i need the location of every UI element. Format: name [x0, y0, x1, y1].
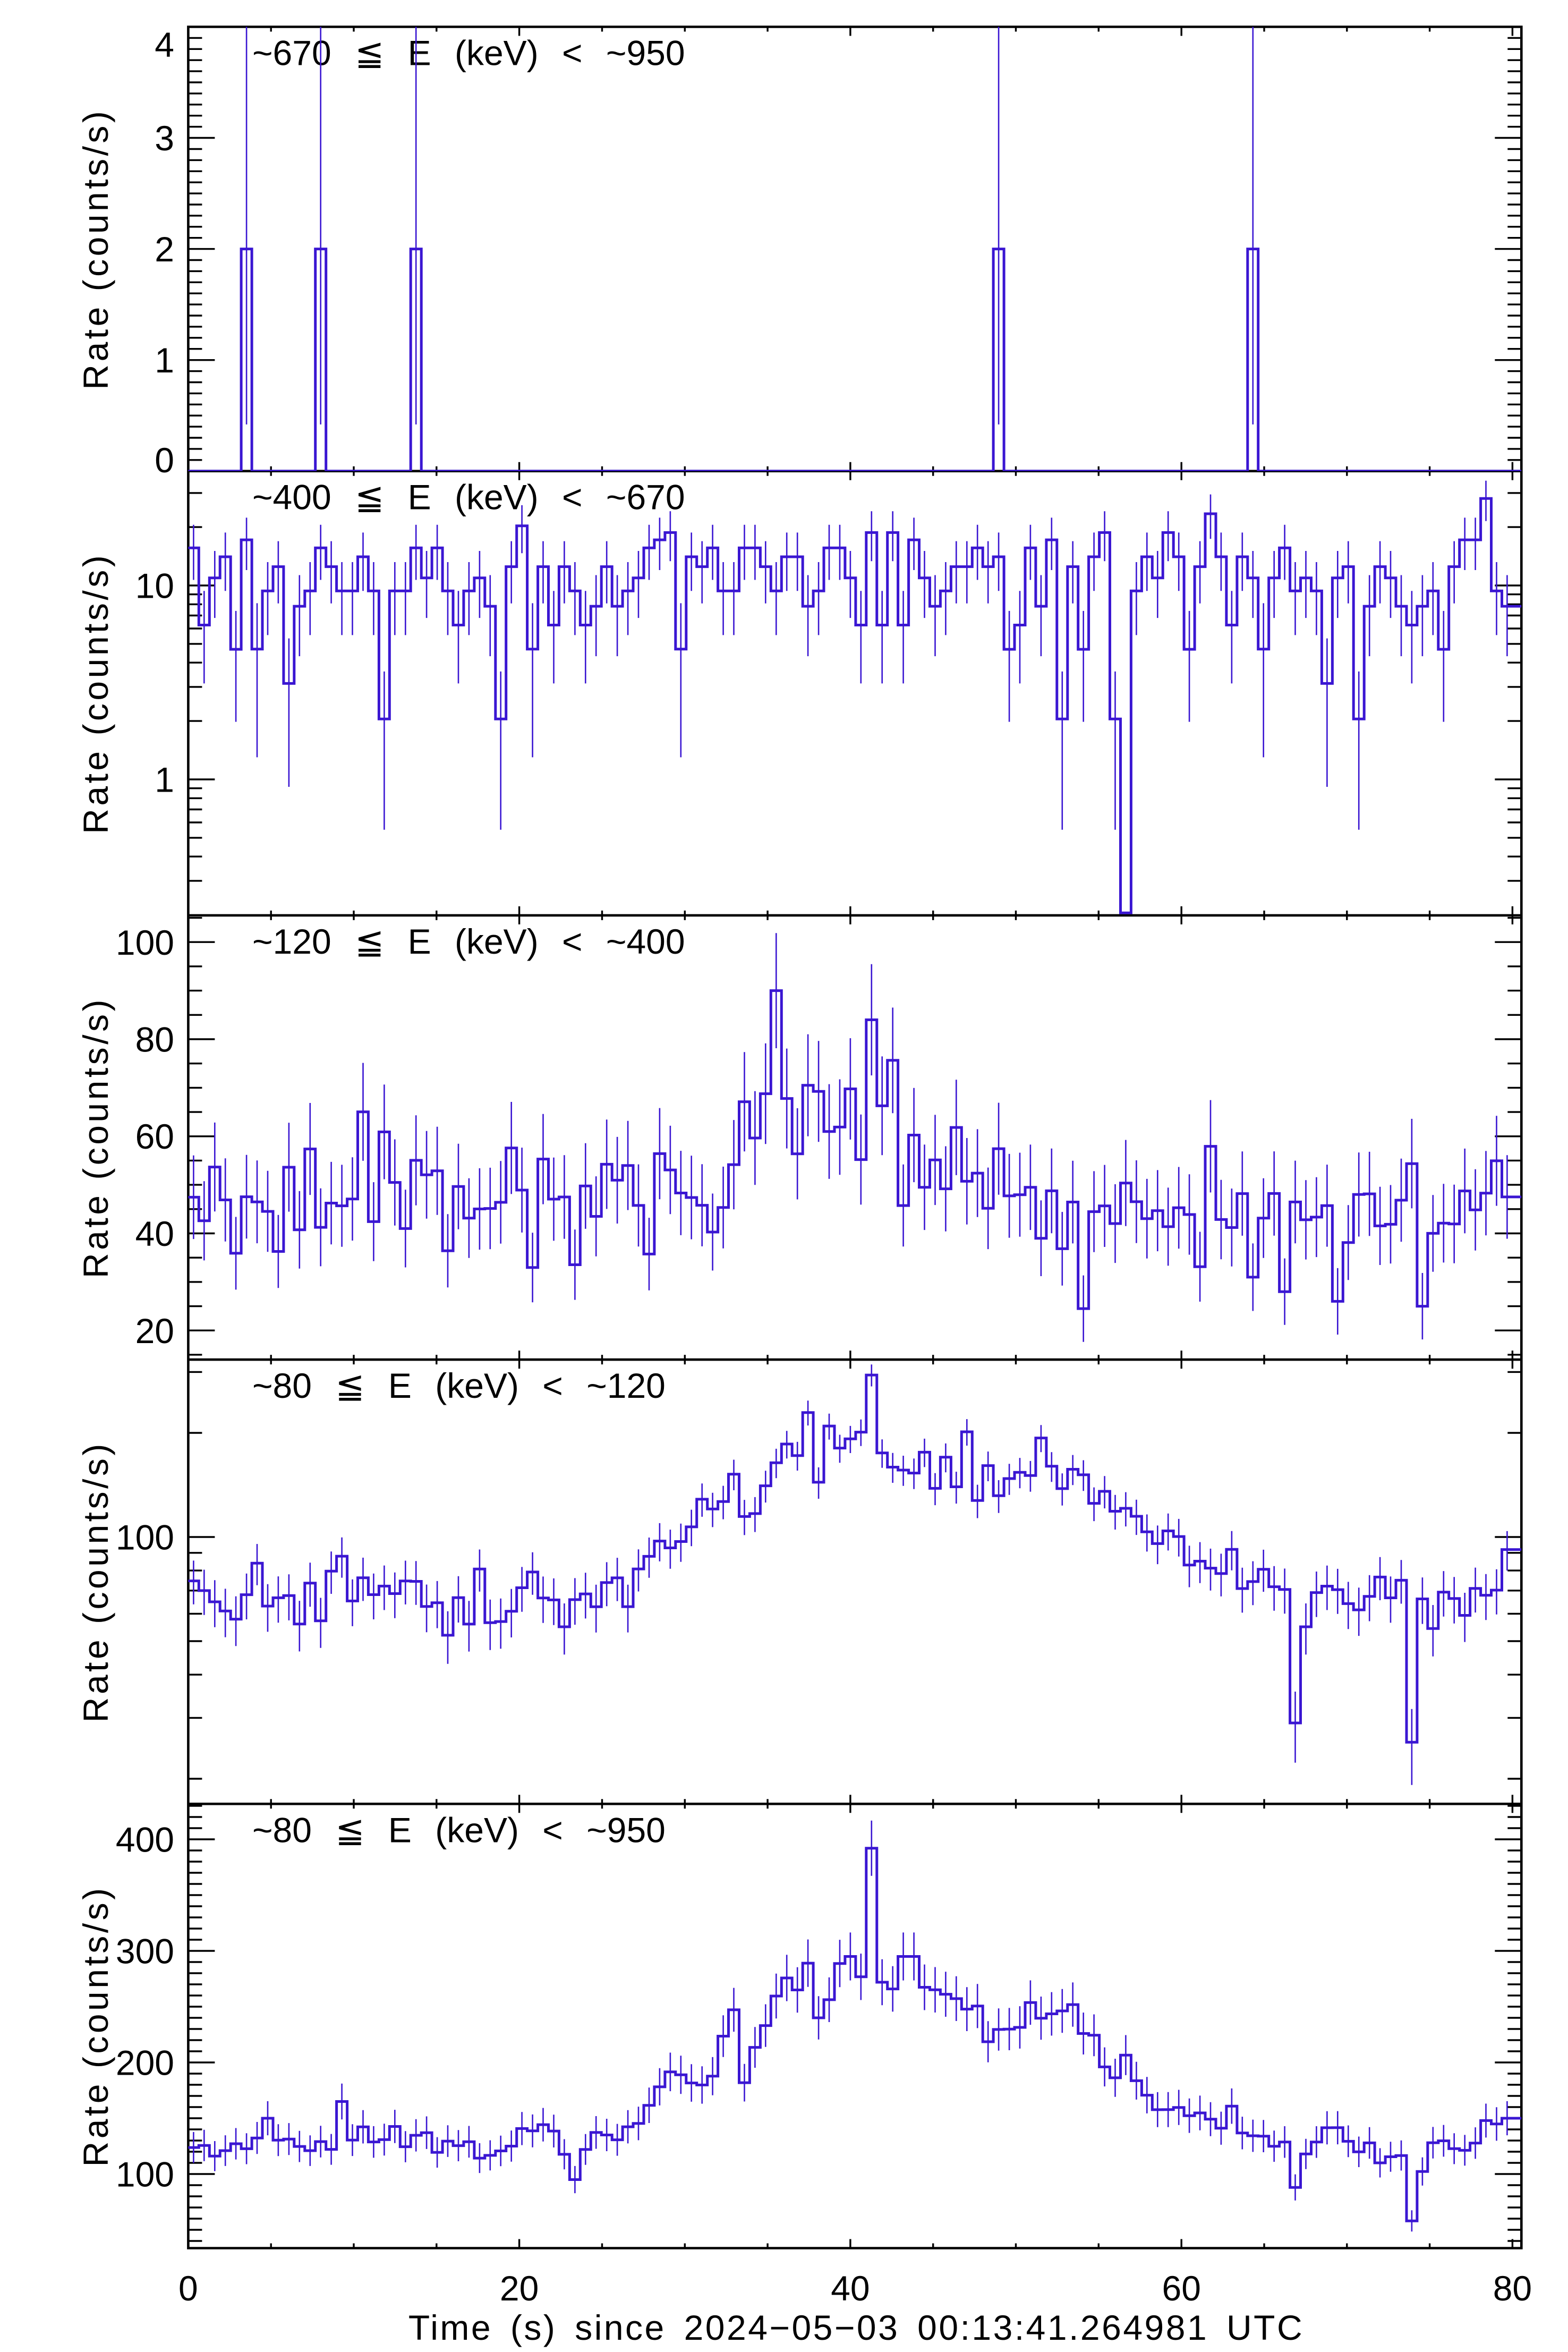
- svg-text:Rate (counts/s): Rate (counts/s): [76, 997, 115, 1278]
- svg-text:40: 40: [831, 2269, 870, 2308]
- svg-text:40: 40: [135, 1214, 174, 1253]
- svg-text:0: 0: [155, 440, 174, 480]
- svg-text:~80 ≦ E (keV) < ~950: ~80 ≦ E (keV) < ~950: [252, 1810, 666, 1849]
- svg-text:~670 ≦ E (keV) < ~950: ~670 ≦ E (keV) < ~950: [252, 33, 685, 73]
- svg-text:100: 100: [116, 1518, 174, 1557]
- svg-text:20: 20: [500, 2269, 539, 2308]
- svg-text:80: 80: [135, 1020, 174, 1059]
- svg-text:Rate (counts/s): Rate (counts/s): [76, 108, 115, 390]
- svg-text:2: 2: [155, 230, 174, 269]
- svg-text:~120 ≦ E (keV) < ~400: ~120 ≦ E (keV) < ~400: [252, 922, 685, 961]
- svg-text:4: 4: [155, 25, 174, 64]
- svg-text:400: 400: [116, 1820, 174, 1859]
- svg-text:80: 80: [1493, 2269, 1532, 2308]
- svg-text:100: 100: [116, 2155, 174, 2194]
- svg-text:100: 100: [116, 923, 174, 962]
- svg-text:200: 200: [116, 2043, 174, 2083]
- svg-text:Time (s) since 2024−05−03 00:1: Time (s) since 2024−05−03 00:13:41.26498…: [408, 2308, 1304, 2347]
- svg-text:~400 ≦ E (keV) < ~670: ~400 ≦ E (keV) < ~670: [252, 478, 685, 517]
- svg-text:10: 10: [135, 566, 174, 606]
- svg-text:60: 60: [1162, 2269, 1200, 2308]
- svg-text:Rate (counts/s): Rate (counts/s): [76, 1441, 115, 1722]
- svg-text:~80 ≦ E (keV) < ~120: ~80 ≦ E (keV) < ~120: [252, 1366, 666, 1405]
- svg-text:20: 20: [135, 1311, 174, 1351]
- svg-text:1: 1: [155, 760, 174, 800]
- svg-text:Rate (counts/s): Rate (counts/s): [76, 553, 115, 834]
- svg-text:1: 1: [155, 341, 174, 380]
- svg-text:Rate (counts/s): Rate (counts/s): [76, 1885, 115, 2167]
- svg-text:3: 3: [155, 118, 174, 158]
- svg-text:60: 60: [135, 1117, 174, 1156]
- svg-text:300: 300: [116, 1932, 174, 1971]
- svg-text:0: 0: [178, 2269, 198, 2308]
